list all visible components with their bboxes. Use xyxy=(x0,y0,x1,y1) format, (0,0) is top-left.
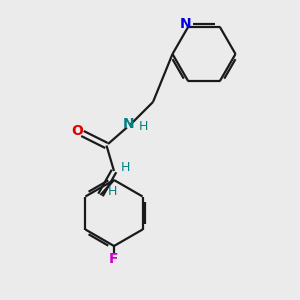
Text: H: H xyxy=(138,119,148,133)
Text: N: N xyxy=(180,17,192,31)
Text: N: N xyxy=(123,118,135,131)
Text: H: H xyxy=(121,161,130,174)
Text: H: H xyxy=(108,185,117,198)
Text: O: O xyxy=(71,124,83,138)
Text: F: F xyxy=(109,252,119,266)
